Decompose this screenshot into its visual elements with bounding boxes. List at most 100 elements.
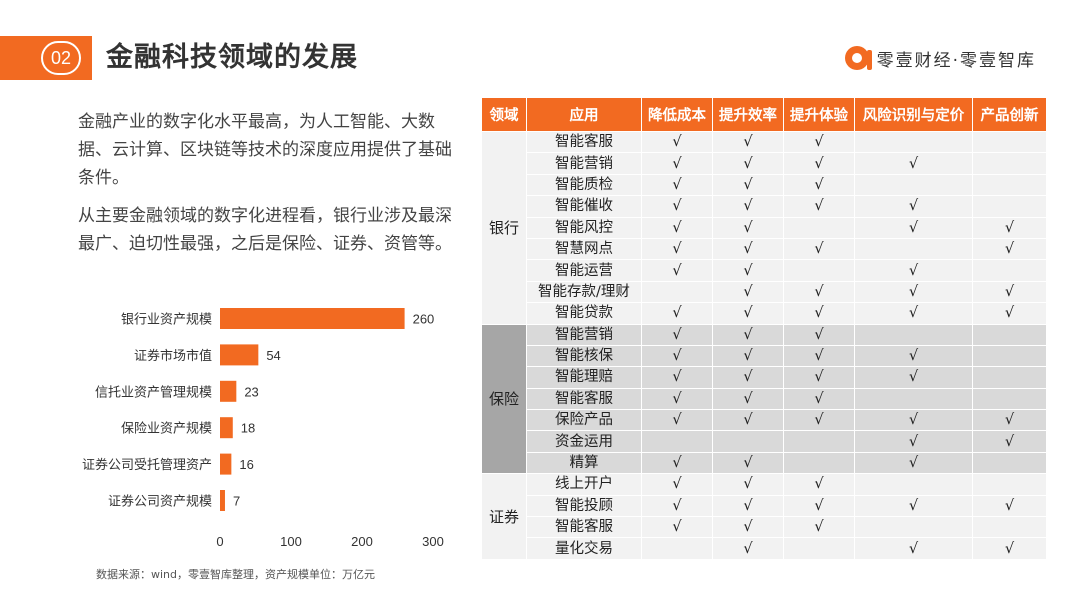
check-mark-cell: √ [783, 152, 855, 175]
table-row: 智能核保 √ √ √ √ [482, 344, 1047, 368]
check-mark-cell: √ [641, 366, 713, 389]
empty-cell [641, 280, 713, 304]
check-mark-cell: √ [783, 280, 855, 304]
table-row: 智能客服 √ √ √ [482, 516, 1047, 539]
empty-cell [972, 130, 1047, 154]
empty-cell [854, 323, 973, 346]
check-mark-cell: √ [712, 237, 784, 261]
check-mark-cell: √ [854, 494, 973, 518]
table-row: 智能运营 √ √ √ [482, 259, 1047, 282]
application-cell: 智能存款/理财 [526, 280, 642, 304]
brand-name: 零壹财经·零壹智库 [876, 50, 1036, 71]
application-cell: 量化交易 [526, 537, 642, 560]
check-mark-cell: √ [783, 473, 855, 496]
empty-cell [972, 173, 1047, 197]
application-cell: 资金运用 [526, 430, 642, 453]
check-mark-cell: √ [712, 323, 784, 346]
table-row: 证券 线上开户 √ √ √ [481, 473, 1047, 560]
check-mark-cell: √ [641, 387, 713, 411]
check-mark-cell: √ [712, 195, 784, 218]
check-mark-cell: √ [641, 216, 713, 239]
check-mark-cell: √ [712, 537, 784, 560]
check-mark-cell: √ [854, 280, 973, 304]
check-mark-cell: √ [712, 494, 784, 518]
check-mark-cell: √ [783, 494, 855, 518]
check-mark-cell: √ [783, 387, 855, 411]
check-mark-cell: √ [712, 516, 784, 539]
check-mark-cell: √ [712, 473, 784, 496]
check-mark-cell: √ [712, 387, 784, 411]
empty-cell [972, 366, 1047, 389]
bar [220, 417, 233, 439]
check-mark-cell: √ [641, 195, 713, 218]
category-label: 银行业资产规模 [121, 313, 212, 328]
application-cell: 智能质检 [526, 173, 642, 197]
table-row: 智慧网点 √ √ √ √ [482, 237, 1047, 261]
check-mark-cell: √ [712, 451, 784, 475]
empty-cell [854, 516, 973, 539]
table-row: 银行 智能客服 √ √ √ [481, 130, 1047, 325]
table-row: 量化交易 √ √ √ [482, 537, 1047, 560]
check-mark-cell: √ [854, 430, 973, 453]
empty-cell [972, 259, 1047, 282]
column-header: 提升效率 [712, 97, 784, 132]
page-title: 金融科技领域的发展 [106, 42, 358, 73]
bar [220, 344, 259, 366]
application-cell: 智能贷款 [526, 302, 642, 325]
check-mark-cell: √ [641, 494, 713, 518]
check-mark-cell: √ [641, 130, 713, 154]
application-cell: 智能客服 [526, 516, 642, 539]
check-mark-cell: √ [972, 280, 1047, 304]
table-row: 精算 √ √ √ [482, 451, 1047, 475]
check-mark-cell: √ [783, 366, 855, 389]
asset-scale-bar-chart: 银行业资产规模 260 证券市场市值 54 信托业资产管理规模 23 保险业资产规模 18 证券… [82, 308, 444, 549]
check-mark-cell: √ [972, 216, 1047, 239]
empty-cell [783, 216, 855, 239]
check-mark-cell: √ [641, 259, 713, 282]
category-label: 证券市场市值 [134, 348, 212, 364]
table-row: 智能理赔 √ √ √ √ [482, 366, 1047, 389]
check-mark-cell: √ [854, 451, 973, 475]
empty-cell [854, 130, 973, 154]
empty-cell [972, 152, 1047, 175]
check-mark-cell: √ [712, 152, 784, 175]
empty-cell [854, 237, 973, 261]
check-mark-cell: √ [641, 323, 713, 346]
check-mark-cell: √ [854, 259, 973, 282]
empty-cell [854, 173, 973, 197]
column-header: 应用 [526, 97, 642, 132]
x-tick-label: 200 [351, 534, 373, 549]
application-cell: 智能客服 [526, 130, 642, 154]
empty-cell [854, 473, 973, 496]
application-cell: 智能理赔 [526, 366, 642, 389]
empty-cell [972, 195, 1047, 218]
check-mark-cell: √ [783, 130, 855, 154]
section-number-badge: 02 [41, 41, 81, 75]
table-row: 智能风控 √ √ √ √ [482, 216, 1047, 239]
check-mark-cell: √ [712, 130, 784, 154]
check-mark-cell: √ [854, 302, 973, 325]
bar [220, 308, 405, 329]
check-mark-cell: √ [854, 366, 973, 389]
empty-cell [972, 451, 1047, 475]
empty-cell [972, 323, 1047, 346]
intro-paragraph-2: 从主要金融领域的数字化进程看，银行业涉及最深最广、迫切性最强，之后是保险、证券、… [78, 206, 452, 254]
brand-logo-icon [844, 46, 872, 70]
column-header: 提升体验 [783, 97, 855, 132]
table-row: 智能质检 √ √ √ [482, 173, 1047, 197]
table-row: 智能贷款 √ √ √ √ √ [482, 302, 1047, 325]
column-header: 风险识别与定价 [854, 97, 973, 132]
x-tick-label: 300 [422, 534, 444, 549]
table-row: 智能存款/理财 √ √ √ √ [482, 280, 1047, 304]
check-mark-cell: √ [783, 195, 855, 218]
check-mark-cell: √ [783, 409, 855, 432]
category-label: 证券公司资产规模 [108, 494, 212, 510]
table-row: 智能催收 √ √ √ √ [482, 195, 1047, 218]
check-mark-cell: √ [854, 409, 973, 432]
x-tick-label: 0 [216, 534, 223, 549]
table-row: 智能营销 √ √ √ √ [482, 152, 1047, 175]
column-header: 领域 [481, 97, 527, 132]
data-label: 54 [266, 348, 280, 363]
fintech-application-table: 领域 应用 降低成本 提升效率 提升体验 风险识别与定价 产品创新 银行 智能客服 √ √ √ 智能营… [481, 97, 1047, 560]
application-cell: 保险产品 [526, 409, 642, 432]
